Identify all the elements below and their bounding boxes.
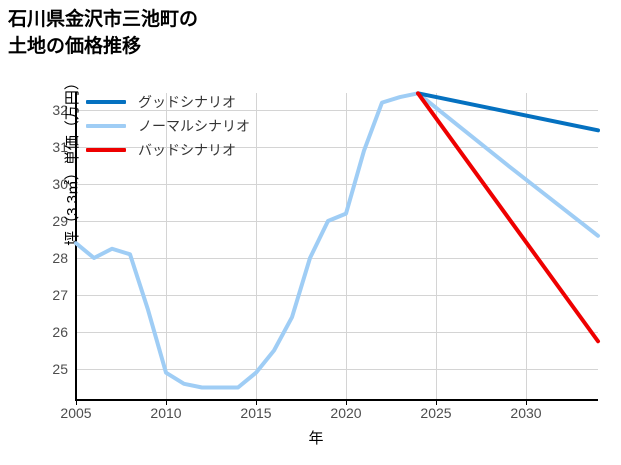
y-tick-label: 30 bbox=[52, 176, 68, 192]
y-tick-label: 32 bbox=[52, 102, 68, 118]
y-tick-label: 27 bbox=[52, 287, 68, 303]
legend-label-good: グッドシナリオ bbox=[138, 94, 236, 110]
y-axis-label: 坪（3.3㎡）単価（万円） bbox=[63, 75, 81, 246]
x-tick-mark bbox=[166, 401, 167, 405]
y-tick-label: 26 bbox=[52, 324, 68, 340]
legend-item-normal[interactable]: ノーマルシナリオ bbox=[86, 114, 286, 138]
x-tick-label: 2015 bbox=[240, 405, 272, 421]
x-tick-mark bbox=[76, 401, 77, 405]
title-line-1: 石川県金沢市三池町の bbox=[8, 9, 199, 30]
x-tick-label: 2010 bbox=[150, 405, 182, 421]
x-axis-line bbox=[75, 399, 598, 401]
legend-label-normal: ノーマルシナリオ bbox=[138, 118, 250, 134]
x-tick-mark bbox=[346, 401, 347, 405]
x-axis-label: 年 bbox=[308, 430, 324, 447]
legend-swatch-good bbox=[86, 100, 126, 104]
x-tick-mark bbox=[526, 401, 527, 405]
gridline-y-27 bbox=[77, 295, 598, 296]
legend-item-bad[interactable]: バッドシナリオ bbox=[86, 138, 286, 162]
legend-swatch-normal bbox=[86, 124, 126, 128]
x-tick-label: 2020 bbox=[330, 405, 362, 421]
chart-title: 石川県金沢市三池町の 土地の価格推移 bbox=[8, 6, 428, 60]
x-tick-mark bbox=[436, 401, 437, 405]
x-tick-mark bbox=[256, 401, 257, 405]
gridline-x-2025 bbox=[436, 93, 437, 399]
gridline-x-2030 bbox=[526, 93, 527, 399]
y-tick-label: 29 bbox=[52, 213, 68, 229]
gridline-y-25 bbox=[77, 369, 598, 370]
y-tick-label: 25 bbox=[52, 361, 68, 377]
x-tick-label: 2030 bbox=[510, 405, 542, 421]
gridline-y-29 bbox=[77, 221, 598, 222]
gridline-y-26 bbox=[77, 332, 598, 333]
x-tick-label: 2005 bbox=[60, 405, 92, 421]
legend-swatch-bad bbox=[86, 148, 126, 152]
y-tick-label: 28 bbox=[52, 250, 68, 266]
legend: グッドシナリオ ノーマルシナリオ バッドシナリオ bbox=[86, 90, 286, 162]
gridline-x-2020 bbox=[346, 93, 347, 399]
x-tick-label: 2025 bbox=[420, 405, 452, 421]
gridline-y-30 bbox=[77, 184, 598, 185]
title-line-2: 土地の価格推移 bbox=[8, 36, 142, 57]
gridline-y-28 bbox=[77, 258, 598, 259]
legend-label-bad: バッドシナリオ bbox=[138, 142, 236, 158]
legend-item-good[interactable]: グッドシナリオ bbox=[86, 90, 286, 114]
y-tick-label: 31 bbox=[52, 139, 68, 155]
